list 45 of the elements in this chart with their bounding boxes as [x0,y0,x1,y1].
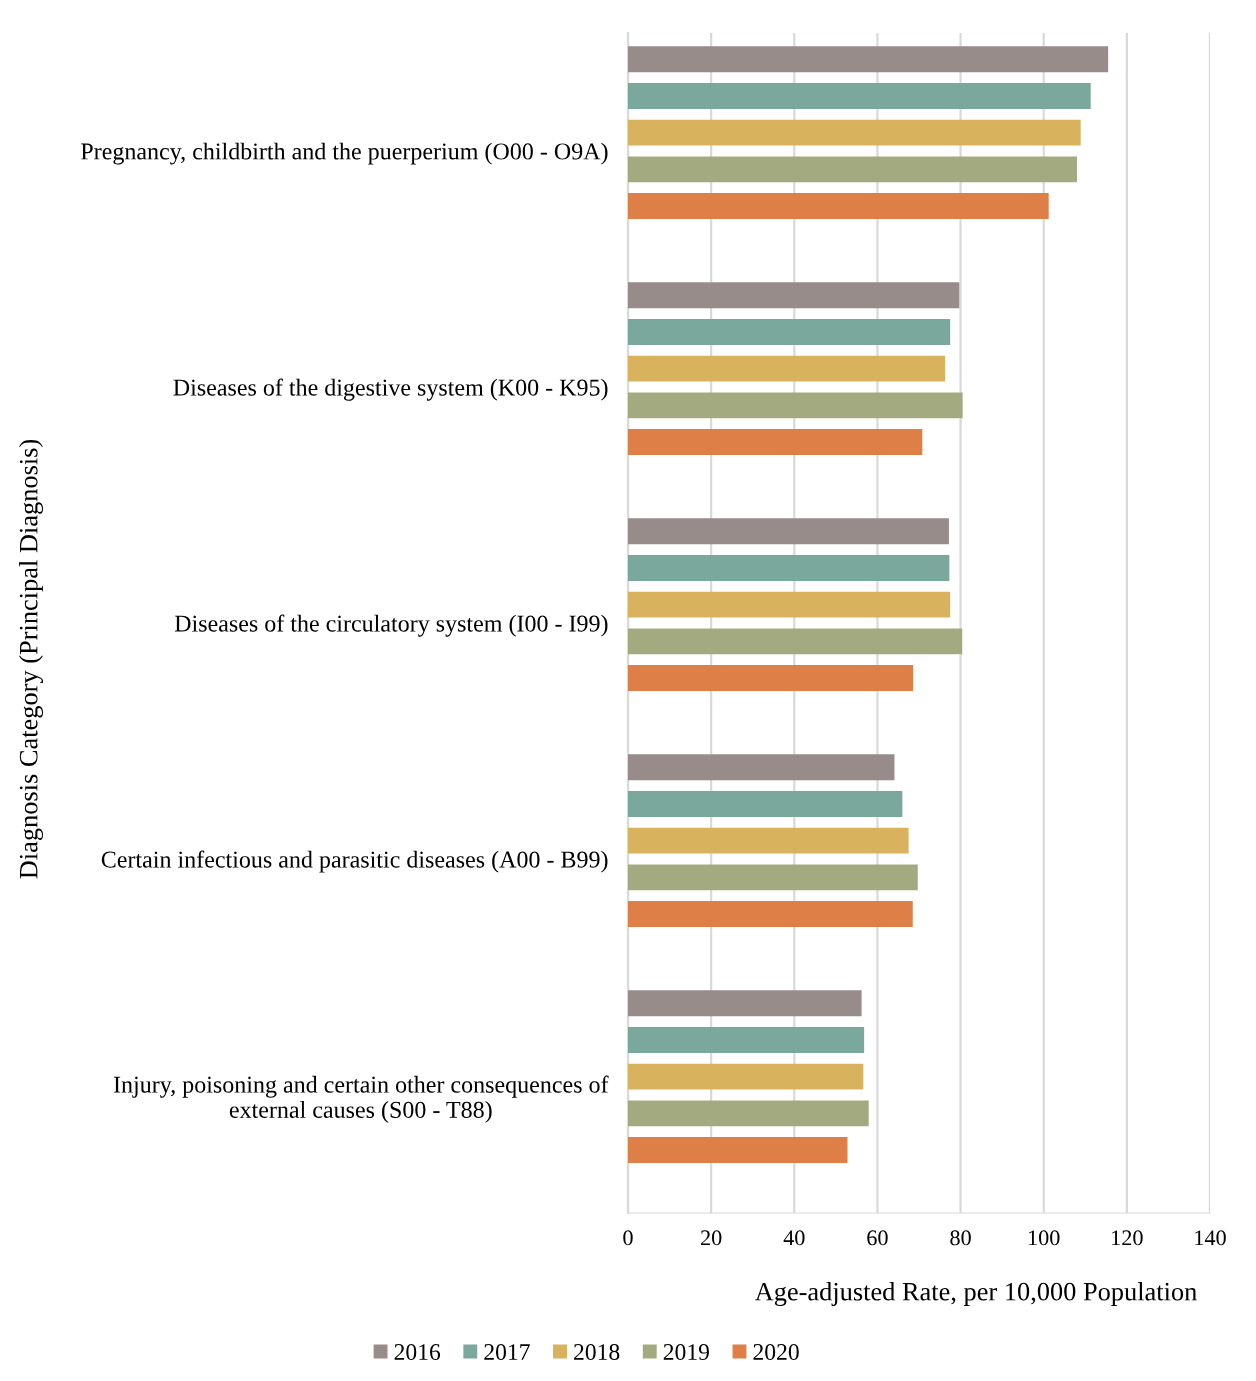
x-tick-label: 100 [1029,1230,1060,1246]
x-axis-title: Age-adjusted Rate, per 10,000 Population [754,1282,1197,1307]
x-tick-label: 120 [1112,1230,1143,1246]
x-tick-label: 80 [950,1230,971,1246]
x-tick-label: 20 [701,1230,722,1246]
bar [628,754,895,781]
legend-label: 2019 [663,1344,709,1360]
y-tick-label: Pregnancy, childbirth and the puerperium (O00 - O9A) [81,142,608,165]
bar [628,990,862,1017]
bar [628,429,923,456]
bar [628,827,909,854]
bar [628,518,949,545]
bar [628,1063,864,1090]
y-tick-label: Certain infectious and parasitic diseases (A00 - B99) [101,850,608,873]
bar [628,392,963,419]
bar [628,864,918,891]
bar [628,554,950,581]
y-tick-label: Injury, poisoning and certain other consequences of external causes (S00 - T88) [113,1075,609,1123]
x-tick-label: 0 [623,1230,633,1246]
bar [628,46,1109,73]
bar [628,193,1049,220]
bar [628,790,903,817]
bar [628,665,914,692]
bar [628,901,913,928]
y-tick-label: Diseases of the circulatory system (I00 - I99) [174,614,608,637]
bar [628,119,1081,146]
bar [628,282,960,309]
legend-label: 2020 [753,1344,799,1360]
bar [628,82,1091,109]
bar [628,1137,848,1164]
bar [628,156,1077,183]
legend-label: 2018 [574,1344,620,1360]
y-axis-title: Diagnosis Category (Principal Diagnosis) [18,439,43,879]
x-tick-label: 60 [867,1230,888,1246]
bar [628,1026,865,1053]
x-tick-label: 140 [1195,1230,1226,1246]
x-tick-label: 40 [783,1230,805,1246]
legend-label: 2016 [394,1344,441,1360]
bar [628,628,963,655]
bar [628,355,946,382]
bar [628,318,951,345]
legend-label: 2017 [484,1344,530,1360]
y-tick-label: Diseases of the digestive system (K00 - K95) [173,378,608,401]
bar [628,1100,869,1127]
bar [628,591,951,618]
